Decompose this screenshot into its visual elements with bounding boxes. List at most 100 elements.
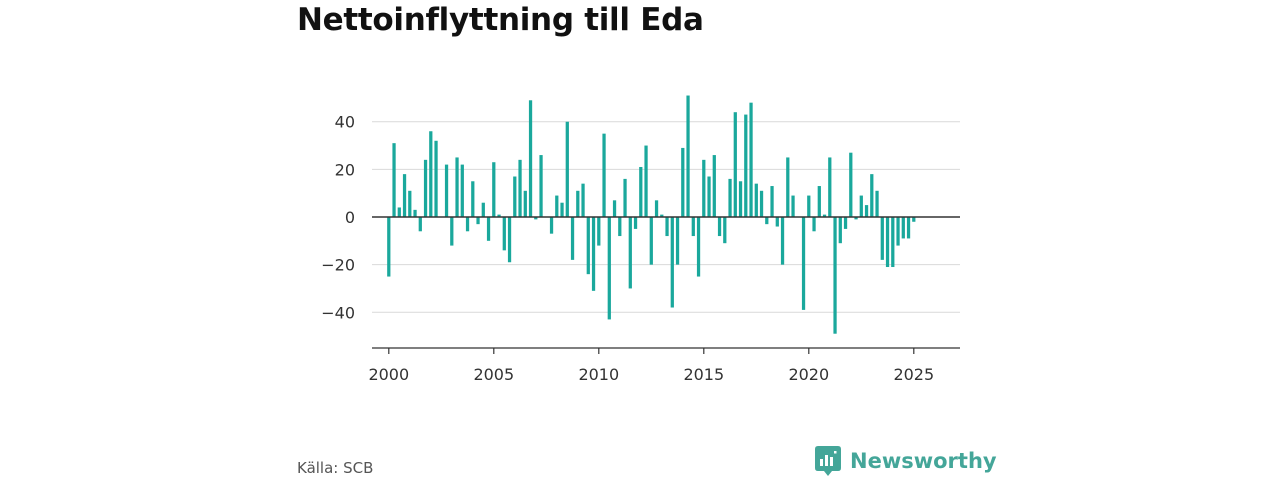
bar xyxy=(880,217,884,260)
x-tick-label: 2010 xyxy=(578,365,619,384)
bar xyxy=(623,178,627,217)
bar xyxy=(513,176,517,217)
bar xyxy=(780,217,785,265)
bar xyxy=(649,217,653,265)
bar xyxy=(455,157,459,217)
bar xyxy=(418,217,422,232)
bar xyxy=(838,217,842,244)
bar xyxy=(670,217,674,308)
bar xyxy=(507,217,512,263)
bar xyxy=(749,102,753,217)
bar xyxy=(665,217,669,237)
newsworthy-logo-icon xyxy=(815,446,841,476)
bar xyxy=(817,186,821,217)
bar xyxy=(534,217,538,220)
y-tick-label: 0 xyxy=(345,208,355,227)
bar xyxy=(639,166,643,217)
chart-title: Nettoinflyttning till Eda xyxy=(297,2,704,38)
bar xyxy=(502,217,506,251)
bar xyxy=(906,217,911,239)
bar xyxy=(833,217,837,334)
bar xyxy=(712,155,716,217)
bar xyxy=(528,100,533,217)
bar xyxy=(891,217,895,268)
bar xyxy=(471,181,475,217)
bar xyxy=(586,217,590,275)
bar xyxy=(765,217,769,225)
bar xyxy=(691,217,695,237)
y-axis-ticks: 40 20 0 −20 −40 xyxy=(321,113,355,323)
bar xyxy=(397,207,401,217)
bar xyxy=(434,140,438,217)
brand-name: Newsworthy xyxy=(850,449,997,473)
bar xyxy=(696,217,701,277)
source-note: Källa: SCB xyxy=(297,459,374,477)
bar xyxy=(728,178,732,217)
brand-logo: Newsworthy xyxy=(815,446,997,476)
x-tick-label: 2000 xyxy=(368,365,409,384)
bar xyxy=(723,217,727,244)
bar xyxy=(744,114,748,217)
bar xyxy=(429,131,433,217)
bar xyxy=(828,157,832,217)
bar xyxy=(539,155,543,217)
y-tick-label: −40 xyxy=(321,303,355,322)
bar xyxy=(408,190,412,217)
bar xyxy=(654,200,659,217)
bar xyxy=(738,181,743,217)
bar xyxy=(597,217,601,246)
bar xyxy=(686,95,690,217)
bar xyxy=(843,217,848,229)
y-tick-label: 40 xyxy=(335,113,355,132)
bar xyxy=(775,217,779,227)
bar xyxy=(791,195,795,217)
bar xyxy=(555,195,559,217)
bar xyxy=(681,147,685,217)
bar xyxy=(612,200,617,217)
x-tick-label: 2015 xyxy=(683,365,724,384)
bar xyxy=(896,217,900,246)
grid-lines xyxy=(372,121,960,313)
bar xyxy=(618,217,622,237)
bar xyxy=(875,190,879,217)
x-tick-label: 2020 xyxy=(788,365,829,384)
bar xyxy=(450,217,454,246)
bar xyxy=(754,183,758,217)
bar xyxy=(807,195,811,217)
bar xyxy=(465,217,470,232)
bar xyxy=(486,217,491,241)
bar xyxy=(413,209,417,217)
bar xyxy=(476,217,480,225)
bar xyxy=(707,176,711,217)
bar xyxy=(644,145,648,217)
bar xyxy=(849,152,853,217)
bar xyxy=(518,159,522,217)
bar xyxy=(702,159,706,217)
bar xyxy=(812,217,816,232)
bar xyxy=(912,217,916,222)
bar xyxy=(481,202,485,217)
bar xyxy=(565,121,569,217)
bar xyxy=(581,183,585,217)
bar xyxy=(497,214,501,217)
bar xyxy=(628,217,632,289)
y-tick-label: −20 xyxy=(321,256,355,275)
x-axis: 2000 2005 2010 2015 2020 2025 xyxy=(368,347,960,384)
bar xyxy=(854,217,858,220)
bar xyxy=(870,174,874,217)
bar xyxy=(460,164,464,217)
x-tick-label: 2005 xyxy=(473,365,514,384)
bar xyxy=(423,159,428,217)
bar xyxy=(660,214,664,217)
bar xyxy=(549,217,554,234)
bar xyxy=(492,162,496,217)
bar xyxy=(717,217,722,237)
bar xyxy=(576,190,580,217)
bar xyxy=(591,217,596,291)
bar xyxy=(822,214,827,217)
bar xyxy=(786,157,790,217)
bars xyxy=(387,95,916,334)
bar xyxy=(602,133,606,217)
bar xyxy=(675,217,680,265)
